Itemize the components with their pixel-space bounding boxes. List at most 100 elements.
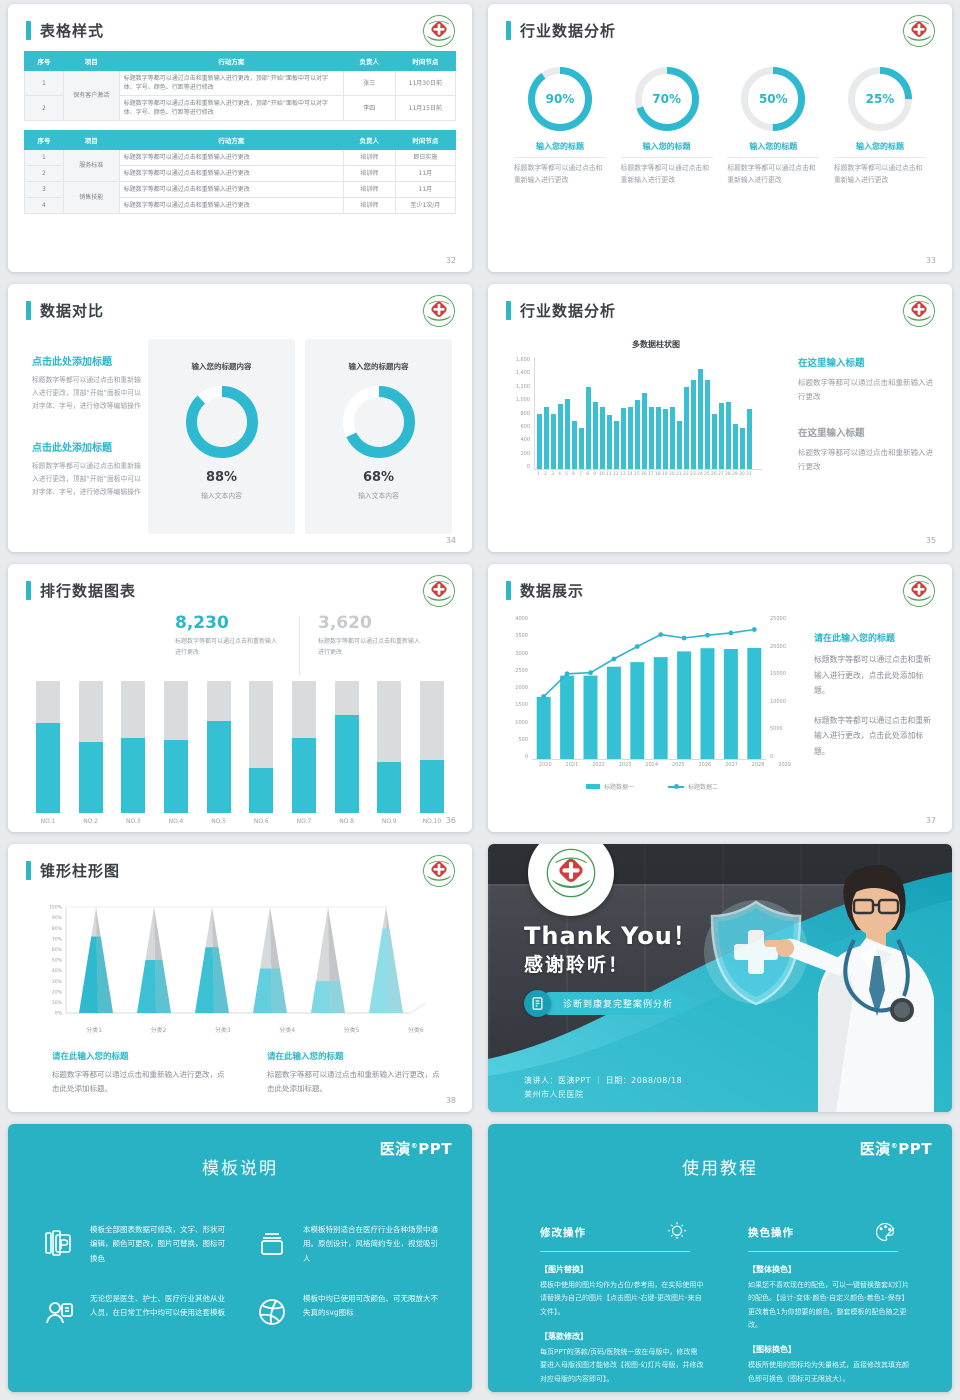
cell-owner: 李四 xyxy=(343,96,395,121)
right-y-tick: 15000 xyxy=(770,672,792,677)
y-axis-labels: 02004006008001,0001,2001,4001,600 xyxy=(510,358,534,470)
bar xyxy=(740,428,745,469)
x-tick: 10 xyxy=(599,472,604,477)
text-blocks: 请在此输入您的标题 标题数字等都可以通过点击和重新输入进行更改，点击此处添加标题… xyxy=(798,617,936,791)
title-accent-bar xyxy=(506,581,511,600)
bar-label: NO.6 xyxy=(249,818,273,825)
yiyan-ppt-logo: 医演®PPT xyxy=(380,1138,452,1159)
x-tick: 8 xyxy=(585,472,590,477)
x-tick: 2028 xyxy=(745,762,772,768)
bar-track xyxy=(36,681,60,813)
ranking-bar-column: NO.1 xyxy=(36,681,60,825)
bar-track xyxy=(292,681,316,813)
left-y-tick: 3000 xyxy=(515,652,528,657)
slide-35-industry-analysis-bars[interactable]: 行业数据分析 多数据柱状图 02004006008001,0001,2001,4… xyxy=(488,284,952,552)
slide-32-table-styles[interactable]: 表格样式 序号项目行动方案负责人时间节点1保有客户激活标题数字等都可以通过点击和… xyxy=(8,4,472,272)
bar xyxy=(579,428,584,469)
svg-text:50%: 50% xyxy=(52,958,63,964)
x-tick: 30 xyxy=(739,472,744,477)
hospital-logo-icon xyxy=(422,14,456,48)
slide-header: 数据展示 xyxy=(488,564,952,601)
slide-36-ranking-chart[interactable]: 排行数据图表 8,230 标题数字等都可以通过点击和重新输入进行更改 3,620… xyxy=(8,564,472,832)
x-axis-labels: 分类1分类2分类3分类4分类5分类6 xyxy=(8,1025,472,1034)
text-blocks: 请在此输入您的标题 标题数字等都可以通过点击和重新输入进行更改，点击此处添加标题… xyxy=(8,1034,472,1097)
column-header: 换色操作 xyxy=(748,1219,898,1252)
bar xyxy=(684,387,689,470)
x-tick: 2029 xyxy=(771,762,798,768)
bar xyxy=(670,407,675,469)
slide-title: 表格样式 xyxy=(40,20,104,41)
block-heading: 点击此处添加标题 xyxy=(32,439,142,454)
table-header-row: 序号项目行动方案负责人时间节点 xyxy=(25,131,456,150)
bar xyxy=(719,403,724,469)
slide-title: 锥形柱形图 xyxy=(40,860,120,881)
text-block: 在这里输入标题 标题数字等都可以通过点击和重新输入进行更改 xyxy=(798,355,934,405)
bar xyxy=(572,421,577,469)
block-body: 标题数字等都可以通过点击和重新输入进行更改，顶部“开始”面板中可以对字体、字号，… xyxy=(32,460,142,499)
feature-text: 无论您是医生、护士、医疗行业其他从业人员，在日常工作中均可以使用这套模板 xyxy=(90,1292,225,1329)
stat-callouts: 8,230 标题数字等都可以通过点击和重新输入进行更改 3,620 标题数字等都… xyxy=(8,601,472,675)
cell-plan: 标题数字等都可以通过点击和重新输入进行更改 xyxy=(119,182,343,198)
ranking-bar-column: NO.8 xyxy=(335,681,359,825)
tutorial-section: 【整体换色】如果您不喜欢现在的配色，可以一键替换整套幻灯片的配色。【设计-变体-… xyxy=(748,1264,912,1332)
chart-legend: 标题数据一 标题数据二 xyxy=(506,782,798,791)
cell-no: 3 xyxy=(25,182,64,198)
slide-thank-you[interactable]: Thank You！ 感谢聆听！ 诊断到康复完整案例分析 演讲人：医演PPT ｜… xyxy=(488,844,952,1112)
stat-value: 8,230 xyxy=(175,613,293,633)
cell-no: 1 xyxy=(25,150,64,166)
tutorial-columns: 修改操作【图片替换】模板中使用的图片均作为占位/参考用，在实际使用中请替换为自己… xyxy=(488,1193,952,1386)
slide-37-data-display[interactable]: 数据展示 05001000150020002500300035004000 05… xyxy=(488,564,952,832)
column-header: 行动方案 xyxy=(119,52,343,71)
page-number: 38 xyxy=(446,1096,456,1105)
bar-label: NO.2 xyxy=(79,818,103,825)
donut-card: 输入您的标题内容68%输入文本内容 xyxy=(305,339,452,534)
tutorial-section: 【图片替换】模板中使用的图片均作为占位/参考用，在实际使用中请替换为自己的图片【… xyxy=(540,1264,704,1319)
slide-34-data-comparison[interactable]: 数据对比 点击此处添加标题 标题数字等都可以通过点击和重新输入进行更改，顶部“开… xyxy=(8,284,472,552)
bar xyxy=(649,407,654,469)
section-label: 【整体换色】 xyxy=(748,1264,912,1275)
x-tick: 24 xyxy=(697,472,702,477)
action-plan-table-1: 序号项目行动方案负责人时间节点1保有客户激活标题数字等都可以通过点击和重新输入进… xyxy=(24,51,456,121)
svg-text:10%: 10% xyxy=(52,1000,63,1006)
bar-label: NO.8 xyxy=(335,818,359,825)
column-header: 项目 xyxy=(63,52,119,71)
x-tick: 14 xyxy=(627,472,632,477)
x-tick: 21 xyxy=(676,472,681,477)
donut-chart: 90% xyxy=(528,67,592,131)
feature-text: 本模板特别适合在医疗行业各种场景中通用。原创设计，风格简约专业，视觉吸引人 xyxy=(303,1223,438,1266)
bar-label: NO.7 xyxy=(292,818,316,825)
bar xyxy=(600,407,605,469)
slide-33-industry-analysis[interactable]: 行业数据分析 90%输入您的标题标题数字等都可以通过点击和重新输入进行更改70%… xyxy=(488,4,952,272)
donut-stat-column: 90%输入您的标题标题数字等都可以通过点击和重新输入进行更改 xyxy=(514,67,606,186)
bar-fill xyxy=(377,762,401,813)
stat-caption: 标题数字等都可以通过点击和重新输入进行更改 xyxy=(175,637,279,659)
slide-body: 多数据柱状图 02004006008001,0001,2001,4001,600… xyxy=(488,321,952,494)
x-tick: 26 xyxy=(711,472,716,477)
x-axis-labels: 1234567891011121314151617181920212223242… xyxy=(510,472,772,477)
bars xyxy=(534,358,762,470)
donut-stat-column: 25%输入您的标题标题数字等都可以通过点击和重新输入进行更改 xyxy=(834,67,926,186)
bar xyxy=(747,409,752,469)
bulb-icon xyxy=(664,1219,690,1245)
hospital-logo-icon xyxy=(902,14,936,48)
feature-item: 无论您是医生、护士、医疗行业其他从业人员，在日常工作中均可以使用这套模板 xyxy=(42,1292,225,1329)
bar-track xyxy=(207,681,231,813)
cell-time: 11月 xyxy=(395,166,455,182)
text-block: 在这里输入标题 标题数字等都可以通过点击和重新输入进行更改 xyxy=(798,425,934,475)
yiyan-ppt-logo: 医演®PPT xyxy=(860,1138,932,1159)
x-tick: 1 xyxy=(536,472,541,477)
slide-body: 05001000150020002500300035004000 0500010… xyxy=(488,601,952,791)
right-y-axis-labels: 0500010000150002000025000 xyxy=(766,617,792,760)
donut-chart xyxy=(186,386,258,458)
column-header: 负责人 xyxy=(343,131,395,150)
slide-usage-tutorial[interactable]: 医演®PPT 使用教程 修改操作【图片替换】模板中使用的图片均作为占位/参考用，… xyxy=(488,1124,952,1392)
x-tick: 5 xyxy=(564,472,569,477)
bar-label: NO.9 xyxy=(377,818,401,825)
donut-percentage: 70% xyxy=(635,67,699,131)
bar-chart: 多数据柱状图 02004006008001,0001,2001,4001,600… xyxy=(510,335,772,494)
slide-38-cone-chart[interactable]: 锥形柱形图 0%10%20%30%40%50%60%70%80%90%100% … xyxy=(8,844,472,1112)
block-body: 标题数字等都可以通过点击和重新输入进行更改，点击此处添加标题。 xyxy=(267,1068,442,1097)
bar xyxy=(642,393,647,469)
cell-time: 11月 xyxy=(395,182,455,198)
slide-template-notes[interactable]: 医演®PPT 模板说明 模板全部图表数据可修改，文字、形状可编辑，颜色可更改，图… xyxy=(8,1124,472,1392)
